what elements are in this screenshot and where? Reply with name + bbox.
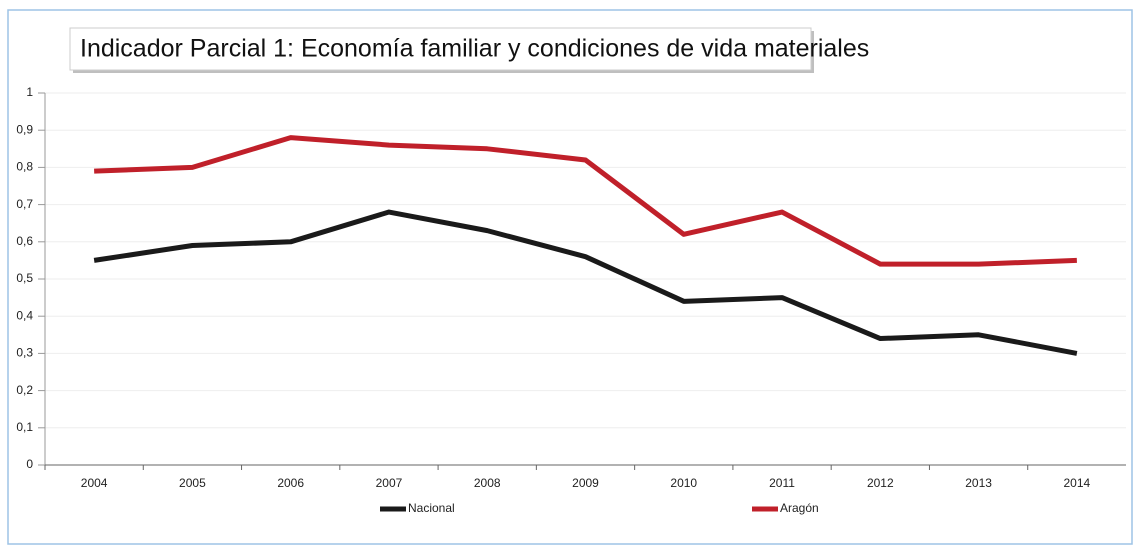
- y-tick-label: 0,6: [16, 234, 33, 248]
- series-line: [94, 135, 1077, 267]
- x-tick-label: 2008: [474, 476, 501, 490]
- y-tick-label: 0,7: [16, 197, 33, 211]
- x-tick-label: 2005: [179, 476, 206, 490]
- y-tick-label: 0,1: [16, 420, 33, 434]
- y-tick-label: 0,5: [16, 271, 33, 285]
- x-tick-label: 2009: [572, 476, 599, 490]
- x-tick-label: 2014: [1064, 476, 1091, 490]
- y-tick-label: 0,9: [16, 122, 33, 136]
- series-line: [93, 209, 1078, 356]
- y-tick-label: 0,3: [16, 346, 33, 360]
- title-box: [69, 27, 812, 71]
- x-tick-label: 2010: [670, 476, 697, 490]
- y-tick-label: 1: [26, 85, 33, 99]
- legend-label: Aragón: [780, 501, 819, 515]
- x-tick-label: 2006: [277, 476, 304, 490]
- y-tick-label: 0,8: [16, 160, 33, 174]
- y-tick-label: 0,4: [16, 308, 33, 322]
- x-tick-label: 2013: [965, 476, 992, 490]
- legend-label: Nacional: [408, 501, 455, 515]
- x-tick-label: 2007: [376, 476, 403, 490]
- chart-title: Indicador Parcial 1: Economía familiar y…: [80, 35, 869, 63]
- frame: [7, 9, 1133, 545]
- x-tick-label: 2004: [81, 476, 108, 490]
- y-tick-label: 0,2: [16, 383, 33, 397]
- x-tick-label: 2011: [769, 476, 795, 490]
- y-tick-label: 0: [26, 457, 33, 471]
- x-tick-label: 2012: [867, 476, 894, 490]
